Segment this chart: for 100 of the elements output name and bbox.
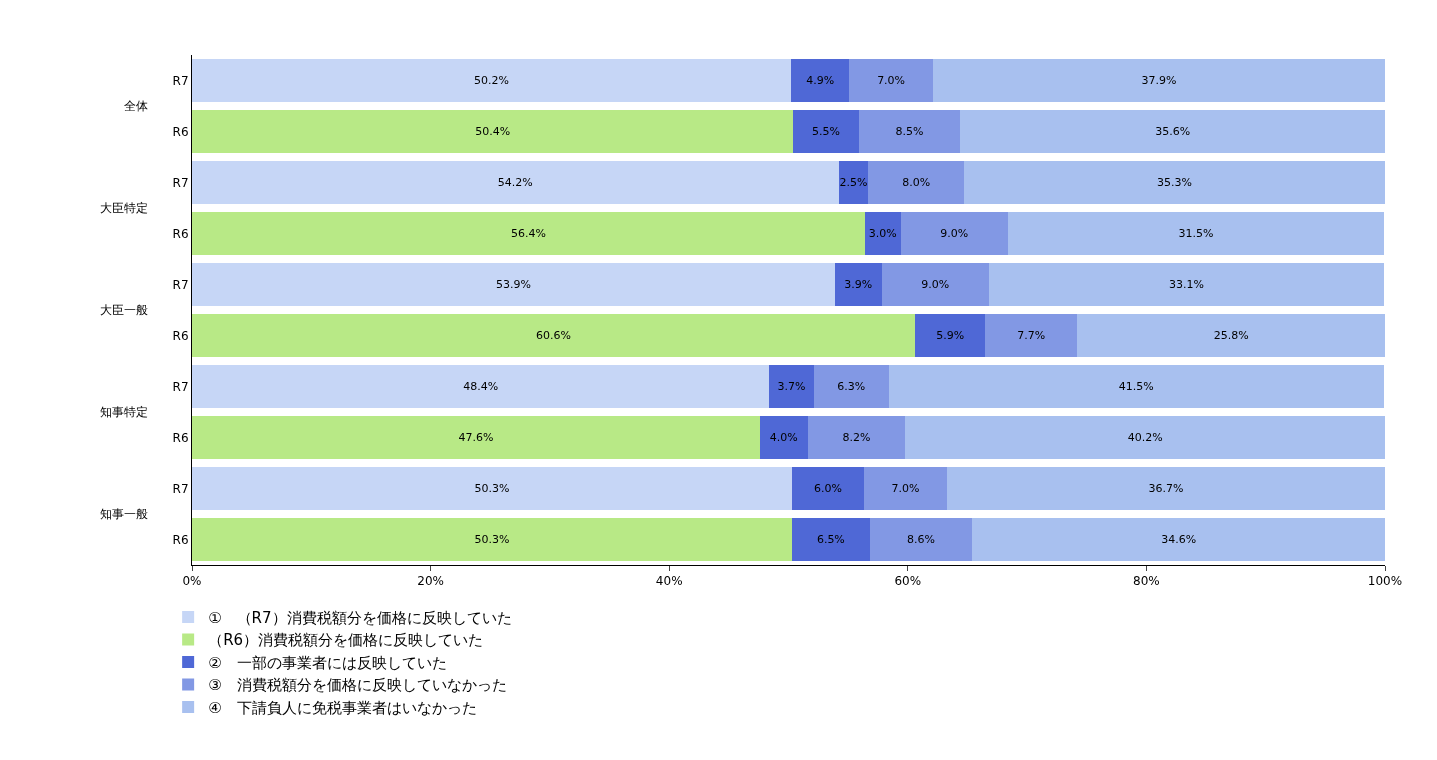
bar [849,58,933,103]
bar [863,466,948,511]
bar [960,109,1385,154]
data-label: 7.7% [1017,329,1046,342]
data-label: 4.0% [769,431,798,444]
bar [192,211,865,256]
bar [793,109,859,154]
y-tick-label: R7 [172,481,189,496]
bar [947,466,1385,511]
data-label: 8.0% [902,176,931,189]
bar [914,313,986,358]
x-tick-label: 20% [417,574,444,589]
data-label: 3.9% [844,278,873,291]
bar [864,211,901,256]
data-label: 6.5% [816,533,845,546]
data-label: 50.4% [475,125,511,138]
legend-label: ② 一部の事業者には反映していた [208,653,447,672]
data-label: 36.7% [1148,482,1184,495]
legend-label: （R6）消費税額分を価格に反映していた [208,631,484,650]
data-label: 5.5% [812,125,841,138]
data-label: 54.2% [497,176,533,189]
y-tick-label: R6 [172,226,189,241]
bar [192,109,794,154]
data-label: 34.6% [1161,533,1197,546]
text: 大臣特定 [100,201,148,215]
bar [807,415,906,460]
data-label: 31.5% [1178,227,1214,240]
text: 知事特定 [100,405,148,419]
data-label: 35.6% [1155,125,1191,138]
data-label: 60.6% [536,329,571,342]
data-label: 50.3% [474,482,510,495]
data-label: 3.0% [868,227,897,240]
bar [769,364,814,409]
bar [192,160,839,205]
y-tick-label: R7 [172,175,189,190]
bar [192,364,770,409]
y-tick-label: R6 [172,124,189,139]
legend-label: ④ 下請負人に免税事業者はいなかった [208,698,477,717]
data-label: 37.9% [1141,74,1177,87]
x-tick-label: 100% [1367,574,1403,589]
bar [881,262,989,307]
text: 全体 [124,99,148,113]
bar [192,313,915,358]
data-label: 9.0% [940,227,969,240]
bar [192,58,791,103]
bar [932,58,1385,103]
text: 大臣一般 [100,303,148,317]
data-label: 48.4% [463,380,499,393]
x-tick-label: 40% [655,574,683,589]
data-label: 50.3% [474,533,510,546]
y-tick-label: R6 [172,328,189,343]
y-tick-label: R6 [172,430,189,445]
data-label: 4.9% [806,74,835,87]
bar [888,364,1384,409]
data-label: 25.8% [1213,329,1249,342]
data-label: 2.5% [839,176,868,189]
data-label: 53.9% [496,278,531,291]
data-label: 8.6% [906,533,935,546]
x-tick-label: 60% [894,574,922,589]
bar [192,466,793,511]
bar [900,211,1009,256]
data-label: 35.3% [1156,176,1192,189]
data-label: 6.3% [837,380,866,393]
data-label: 6.0% [813,482,842,495]
data-label: 47.6% [458,431,494,444]
bar [192,262,836,307]
bar [869,517,973,562]
bar [963,160,1385,205]
bar [759,415,808,460]
data-label: 5.9% [936,329,965,342]
bar [192,415,760,460]
bar [868,160,964,205]
bar [972,517,1385,562]
y-tick-label: R7 [172,277,189,292]
bar [792,466,864,511]
bar [858,109,961,154]
bar [905,415,1385,460]
bar [1077,313,1385,358]
x-tick-label: 80% [1133,574,1160,589]
data-label: 40.2% [1127,431,1163,444]
bar [985,313,1078,358]
bar [792,517,870,562]
bar [835,262,882,307]
legend-label: ③ 消費税額分を価格に反映していなかった [208,676,507,695]
bar [192,517,793,562]
bar [988,262,1384,307]
y-tick-label: R7 [172,73,189,88]
data-label: 9.0% [921,278,950,291]
data-label: 7.0% [877,74,906,87]
y-tick-label: R6 [172,532,189,547]
y-tick-label: R7 [172,379,189,394]
bar [1008,211,1384,256]
data-label: 8.2% [842,431,871,444]
text: 知事一般 [100,507,148,521]
data-label: 8.5% [895,125,924,138]
data-label: 7.0% [891,482,920,495]
data-label: 33.1% [1168,278,1204,291]
bar [813,364,889,409]
x-tick-label: 0% [182,574,202,589]
data-label: 41.5% [1118,380,1154,393]
